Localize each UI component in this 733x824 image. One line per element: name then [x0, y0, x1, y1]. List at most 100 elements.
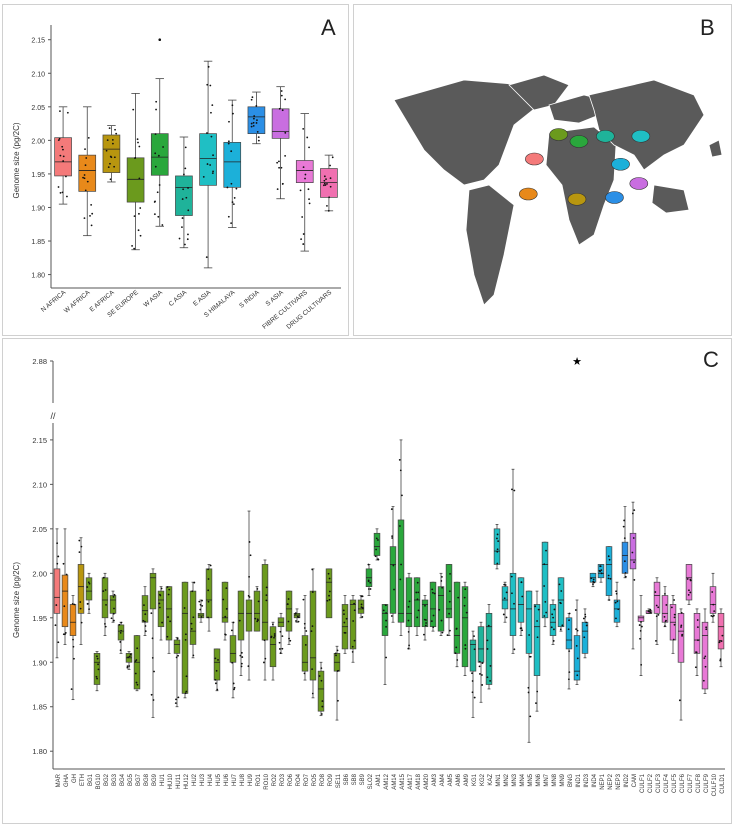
- data-point: [230, 222, 233, 225]
- data-point: [127, 656, 130, 659]
- data-point: [353, 639, 356, 642]
- data-point: [137, 141, 139, 144]
- category-label: S INDIA: [238, 289, 261, 310]
- data-point: [352, 620, 355, 622]
- data-point: [247, 594, 250, 597]
- data-point: [85, 157, 88, 159]
- box: [485, 612, 493, 685]
- category-label: NEP2: [608, 773, 614, 789]
- data-point: [308, 146, 310, 149]
- data-point: [72, 638, 74, 641]
- region-marker: [518, 187, 538, 201]
- data-point: [249, 554, 252, 557]
- y-tick-label: 1.95: [32, 614, 47, 623]
- category-label: DRUG CULTIVARS: [285, 289, 333, 331]
- data-point: [129, 653, 132, 656]
- box: [605, 546, 613, 596]
- data-point: [527, 691, 530, 694]
- data-point: [513, 489, 516, 492]
- data-point: [536, 690, 539, 693]
- data-point: [281, 647, 284, 650]
- data-point: [110, 617, 113, 620]
- box: [629, 532, 637, 570]
- y-tick-label: 2.10: [32, 480, 47, 489]
- data-point: [616, 600, 619, 603]
- data-point: [609, 577, 612, 580]
- data-point: [351, 645, 354, 648]
- data-point: [486, 639, 489, 642]
- data-point: [184, 146, 187, 149]
- data-point: [511, 488, 513, 491]
- data-point: [449, 629, 451, 632]
- data-point: [455, 628, 458, 630]
- box: [349, 599, 357, 650]
- data-point: [345, 617, 348, 620]
- data-point: [153, 201, 156, 203]
- data-point: [114, 128, 116, 131]
- data-point: [592, 578, 595, 581]
- data-point: [209, 564, 212, 567]
- data-point: [150, 612, 153, 615]
- data-point: [120, 629, 123, 632]
- data-point: [529, 715, 532, 718]
- box: [389, 546, 397, 614]
- data-point: [230, 150, 233, 153]
- data-point: [463, 596, 466, 599]
- data-point: [224, 633, 227, 636]
- data-point: [158, 184, 161, 186]
- data-point: [640, 621, 642, 623]
- data-point: [592, 580, 595, 583]
- data-point: [280, 166, 283, 169]
- category-label: RO4: [296, 773, 302, 786]
- data-point: [112, 612, 115, 615]
- data-point: [657, 606, 660, 609]
- y-tick-label: 1.80: [31, 273, 45, 280]
- data-point: [568, 650, 571, 653]
- data-point: [225, 587, 228, 590]
- category-label: KAZ: [488, 774, 494, 786]
- data-point: [59, 191, 62, 194]
- box: [685, 564, 693, 601]
- data-point: [162, 146, 165, 148]
- box: [293, 612, 301, 619]
- data-point: [441, 575, 443, 578]
- data-point: [464, 644, 467, 646]
- category-label: HU3: [200, 773, 206, 786]
- data-point: [233, 197, 236, 199]
- data-point: [63, 605, 66, 608]
- data-point: [511, 592, 513, 595]
- category-label: HU8: [240, 773, 246, 786]
- box: [493, 528, 501, 565]
- data-point: [631, 512, 634, 515]
- data-point: [328, 590, 331, 593]
- data-point: [537, 608, 540, 611]
- panel-a: 1.80 1.85 1.90 1.95 2.00 2.05 2.10 2.15 Genome s…: [2, 4, 349, 336]
- data-point: [231, 104, 234, 107]
- landmass: [465, 184, 515, 306]
- data-point: [713, 610, 716, 613]
- data-point: [407, 605, 410, 608]
- axis-break-mark: //: [50, 411, 56, 421]
- data-point: [385, 612, 387, 614]
- box: [397, 519, 405, 623]
- data-point: [689, 579, 692, 582]
- box: [221, 581, 229, 623]
- data-point: [206, 163, 209, 165]
- data-point: [87, 136, 90, 139]
- box: [717, 612, 725, 650]
- data-point: [681, 633, 684, 636]
- landmass: [508, 74, 570, 111]
- data-point: [343, 621, 346, 624]
- data-point: [648, 610, 651, 613]
- data-point: [448, 612, 450, 615]
- data-point: [297, 620, 300, 623]
- data-point: [252, 124, 255, 127]
- data-point: [527, 686, 530, 689]
- data-point: [159, 594, 162, 597]
- data-point: [166, 586, 169, 588]
- box: [237, 590, 245, 641]
- data-point: [329, 164, 331, 167]
- data-point: [307, 188, 310, 191]
- category-label: CULF10: [712, 773, 718, 796]
- data-point: [273, 636, 275, 639]
